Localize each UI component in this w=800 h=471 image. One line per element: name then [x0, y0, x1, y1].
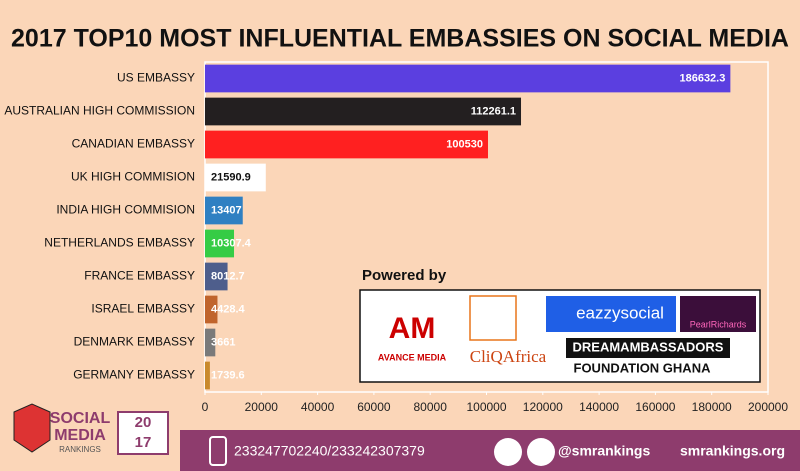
x-tick-label: 180000: [692, 400, 732, 414]
sponsor-icon: [566, 338, 730, 358]
x-tick-label: 40000: [301, 400, 335, 414]
value-label: 8012.7: [211, 270, 245, 282]
sponsor-logo: CliQAfrica: [470, 347, 547, 366]
footer-band: [180, 430, 800, 471]
twitter-icon: [494, 438, 522, 466]
y-tick-label: UK HIGH COMMISION: [71, 170, 195, 184]
footer-website: smrankings.org: [680, 443, 785, 459]
value-label: 3661: [211, 336, 235, 348]
bar: [205, 130, 488, 159]
sponsor-icon: [680, 296, 756, 332]
bar: [205, 64, 731, 93]
phone-icon: [209, 436, 227, 466]
value-label: 13407: [211, 204, 242, 216]
footer-handle: @smrankings: [558, 443, 650, 459]
sponsor-logo: PearlRichards: [690, 319, 747, 329]
brand-text: RANKINGS: [59, 445, 101, 454]
x-tick-label: 100000: [466, 400, 506, 414]
bar: [205, 196, 243, 225]
sponsor-logo: DREAMAMBASSADORS: [573, 339, 724, 354]
sponsor-heading: Powered by: [362, 267, 447, 284]
bar: [205, 229, 235, 258]
bar: [205, 295, 218, 324]
value-label: 4428.4: [211, 303, 246, 315]
y-tick-label: US EMBASSY: [117, 71, 195, 85]
value-label: 1739.6: [211, 369, 245, 381]
year-text: 17: [135, 434, 152, 451]
sponsor-logo: FOUNDATION GHANA: [574, 360, 712, 375]
facebook-icon: [527, 438, 555, 466]
y-tick-label: AUSTRALIAN HIGH COMMISSION: [4, 104, 195, 118]
y-tick-label: CANADIAN EMBASSY: [72, 137, 195, 151]
x-tick-label: 200000: [748, 400, 788, 414]
sponsor-logo: AM: [389, 312, 436, 345]
y-tick-label: NETHERLANDS EMBASSY: [44, 236, 195, 250]
y-tick-label: FRANCE EMBASSY: [84, 269, 195, 283]
x-tick-label: 60000: [357, 400, 391, 414]
bar: [205, 97, 522, 126]
value-label: 112261.1: [471, 105, 516, 117]
chart-title: 2017 TOP10 MOST INFLUENTIAL EMBASSIES ON…: [11, 25, 789, 53]
x-tick-label: 120000: [523, 400, 563, 414]
year-text: 20: [135, 414, 152, 431]
sponsor-logo: eazzysocial: [576, 303, 664, 322]
x-tick-label: 140000: [579, 400, 619, 414]
sponsor-logo: AVANCE MEDIA: [378, 352, 447, 362]
bar: [205, 361, 210, 390]
x-tick-label: 160000: [635, 400, 675, 414]
x-tick-label: 80000: [414, 400, 448, 414]
value-label: 186632.3: [679, 72, 725, 84]
y-tick-label: INDIA HIGH COMMISION: [56, 203, 195, 217]
bar: [205, 163, 266, 192]
brand-text: MEDIA: [54, 427, 106, 444]
footer-phone: 233247702240/233242307379: [234, 443, 425, 459]
x-tick-label: 20000: [245, 400, 279, 414]
sponsor-icon: [546, 296, 676, 332]
value-label: 21590.9: [211, 171, 251, 183]
y-tick-label: DENMARK EMBASSY: [74, 335, 195, 349]
brand-shield: [13, 403, 51, 453]
bar: [205, 328, 216, 357]
value-label: 10307.4: [211, 237, 252, 249]
x-tick-label: 0: [202, 400, 209, 414]
bar: [205, 262, 228, 291]
y-tick-label: GERMANY EMBASSY: [73, 368, 195, 382]
year-box: [117, 411, 169, 455]
value-label: 100530: [446, 138, 483, 150]
brand-text: SOCIAL: [50, 410, 111, 427]
sponsor-icon: [469, 295, 517, 341]
y-tick-label: ISRAEL EMBASSY: [91, 302, 195, 316]
